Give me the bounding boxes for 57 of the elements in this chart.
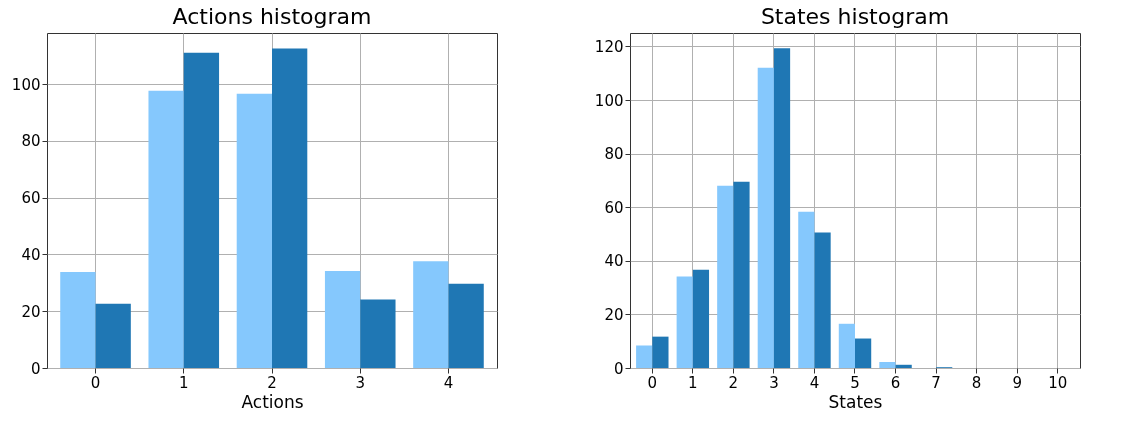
bar — [895, 364, 912, 368]
bar — [236, 93, 272, 368]
x-tick-label: 5 — [850, 373, 860, 392]
bar — [855, 338, 872, 368]
x-tick-label: 3 — [769, 373, 779, 392]
x-tick-label: 3 — [355, 373, 366, 392]
bar — [272, 48, 308, 368]
x-tick-label: 7 — [931, 373, 941, 392]
y-tick-label: 0 — [613, 359, 624, 378]
bar — [773, 48, 791, 368]
bar — [692, 269, 710, 368]
x-tick-label: 10 — [1048, 373, 1068, 392]
chart-title: Actions histogram — [172, 4, 372, 29]
bar — [95, 303, 131, 368]
bar — [757, 67, 774, 368]
bar — [448, 283, 484, 368]
x-tick-label: 4 — [809, 373, 820, 392]
bar — [183, 52, 220, 368]
x-tick-label: 0 — [90, 373, 101, 392]
x-tick-label: 8 — [971, 373, 982, 392]
y-tick-label: 40 — [604, 252, 624, 271]
y-tick-label: 40 — [21, 245, 41, 264]
x-tick-label: 9 — [1012, 373, 1022, 392]
bar — [798, 211, 815, 368]
bar — [733, 181, 750, 368]
x-tick-label: 0 — [647, 373, 658, 392]
y-tick-label: 100 — [11, 75, 41, 94]
y-tick-label: 120 — [594, 37, 624, 56]
y-tick-label: 20 — [604, 305, 624, 324]
x-tick-label: 2 — [728, 373, 739, 392]
y-tick-label: 60 — [21, 189, 41, 208]
bar — [652, 336, 669, 368]
x-axis-title: Actions — [241, 391, 304, 412]
bar — [324, 270, 361, 368]
y-tick-label: 60 — [604, 198, 624, 217]
bar — [676, 276, 693, 368]
x-tick-label: 1 — [688, 373, 698, 392]
bar — [413, 261, 449, 368]
bar — [717, 185, 734, 368]
bar — [636, 345, 653, 368]
bar — [148, 90, 184, 368]
x-tick-label: 4 — [443, 373, 454, 392]
x-tick-label: 2 — [267, 373, 277, 392]
bar — [360, 299, 396, 368]
bar — [60, 272, 96, 368]
y-tick-label: 100 — [594, 91, 624, 110]
bar — [814, 232, 831, 368]
x-tick-label: 1 — [178, 373, 189, 392]
x-tick-label: 6 — [890, 373, 901, 392]
bar — [838, 323, 855, 368]
chart-title: States histogram — [760, 4, 950, 29]
y-tick-label: 80 — [21, 132, 41, 151]
x-axis-title: States — [828, 391, 883, 412]
bar — [879, 362, 896, 368]
y-tick-label: 20 — [21, 302, 41, 321]
y-tick-label: 80 — [604, 145, 624, 164]
y-tick-label: 0 — [30, 359, 41, 378]
